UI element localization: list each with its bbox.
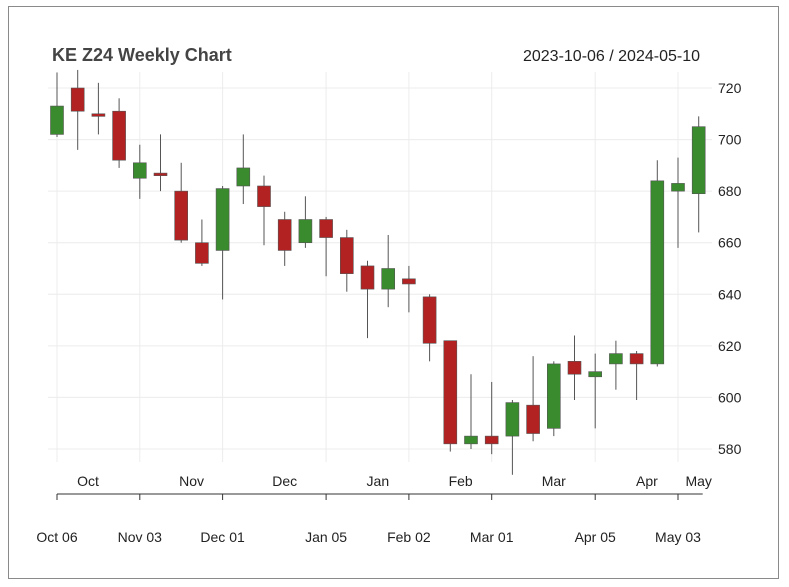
candle xyxy=(133,144,147,199)
x-date-label: Nov 03 xyxy=(118,529,163,545)
x-date-label: Feb 02 xyxy=(387,529,431,545)
y-tick-label: 680 xyxy=(718,183,742,199)
candle-body-up xyxy=(546,363,561,429)
candle xyxy=(360,260,375,339)
candle xyxy=(298,196,313,248)
candle-body-down xyxy=(91,113,106,117)
date-range: 2023-10-06 / 2024-05-10 xyxy=(523,48,700,65)
candle xyxy=(277,211,292,266)
candle xyxy=(257,175,271,246)
x-month-label: May xyxy=(685,473,711,489)
y-tick-label: 580 xyxy=(718,441,742,457)
x-month-label: Feb xyxy=(449,473,473,489)
candle-body-down xyxy=(360,265,375,290)
x-date-label: Apr 05 xyxy=(575,529,616,545)
candle xyxy=(464,374,478,449)
candle xyxy=(546,361,561,437)
candle-body-down xyxy=(484,435,499,445)
x-month-label: Jan xyxy=(367,473,390,489)
candle xyxy=(215,185,230,300)
candle xyxy=(402,265,416,313)
candle-body-down xyxy=(402,278,416,285)
candle-body-down xyxy=(422,296,437,344)
chart-frame xyxy=(8,6,779,579)
candle xyxy=(422,294,437,362)
candle xyxy=(236,134,251,205)
candle-body-up xyxy=(588,371,603,378)
x-month-label: Mar xyxy=(542,473,566,489)
candle-body-up xyxy=(505,402,520,437)
candle xyxy=(609,340,623,390)
candle-body-down xyxy=(174,190,188,241)
candle-body-up xyxy=(133,162,147,179)
y-tick-label: 620 xyxy=(718,338,742,354)
candle-body-up xyxy=(464,435,478,445)
x-date-label: Jan 05 xyxy=(305,529,347,545)
candle xyxy=(174,162,188,243)
candle xyxy=(526,356,540,442)
y-tick-label: 600 xyxy=(718,389,742,405)
y-tick-label: 640 xyxy=(718,286,742,302)
candle-body-up xyxy=(215,188,230,251)
candle xyxy=(112,98,126,168)
candle-body-up xyxy=(381,268,396,290)
candles xyxy=(50,69,706,475)
candle xyxy=(381,234,396,308)
x-date-label: Oct 06 xyxy=(36,529,77,545)
candle xyxy=(671,157,685,248)
chart-title: KE Z24 Weekly Chart xyxy=(52,45,232,65)
grid-lines xyxy=(48,72,712,462)
candle-body-up xyxy=(50,105,64,135)
candle xyxy=(691,116,706,233)
candle-body-down xyxy=(443,340,458,445)
candle-body-down xyxy=(526,404,540,434)
x-month-label: Nov xyxy=(179,473,204,489)
candle xyxy=(629,351,644,401)
candle xyxy=(339,229,354,292)
candle xyxy=(567,335,582,401)
candle xyxy=(70,69,85,150)
candle xyxy=(153,134,168,192)
candle-body-up xyxy=(650,180,665,365)
candle-body-up xyxy=(236,167,251,187)
candle-body-down xyxy=(319,219,333,238)
candle-body-down xyxy=(567,361,582,375)
y-tick-label: 660 xyxy=(718,235,742,251)
candle xyxy=(588,353,603,429)
x-date-label: Mar 01 xyxy=(470,529,514,545)
y-tick-label: 720 xyxy=(718,80,742,96)
x-date-label: Dec 01 xyxy=(200,529,245,545)
candle xyxy=(505,400,520,475)
candle-body-up xyxy=(298,219,313,244)
candle xyxy=(91,82,106,135)
candle-body-down xyxy=(195,242,209,264)
candle xyxy=(650,160,665,367)
candle xyxy=(443,340,458,452)
candle xyxy=(195,219,209,266)
candle-body-down xyxy=(153,172,168,176)
candle-body-up xyxy=(609,353,623,365)
candle-body-down xyxy=(70,87,85,112)
candle xyxy=(50,72,64,137)
x-month-label: Oct xyxy=(77,473,99,489)
candle xyxy=(484,381,499,455)
candle-body-up xyxy=(671,183,685,192)
x-date-label: May 03 xyxy=(655,529,701,545)
candle-body-down xyxy=(339,237,354,274)
x-month-label: Dec xyxy=(272,473,297,489)
candle-body-down xyxy=(277,219,292,251)
y-tick-label: 700 xyxy=(718,132,742,148)
candle-body-down xyxy=(257,185,271,207)
x-month-label: Apr xyxy=(636,473,658,489)
candle xyxy=(319,216,333,277)
axes: 720 700 680 660 640 620 600 580 Oct Nov Dec Jan Feb M… xyxy=(36,80,741,545)
candle-body-down xyxy=(629,353,644,365)
candle-body-up xyxy=(691,126,706,195)
candle-body-down xyxy=(112,110,126,161)
